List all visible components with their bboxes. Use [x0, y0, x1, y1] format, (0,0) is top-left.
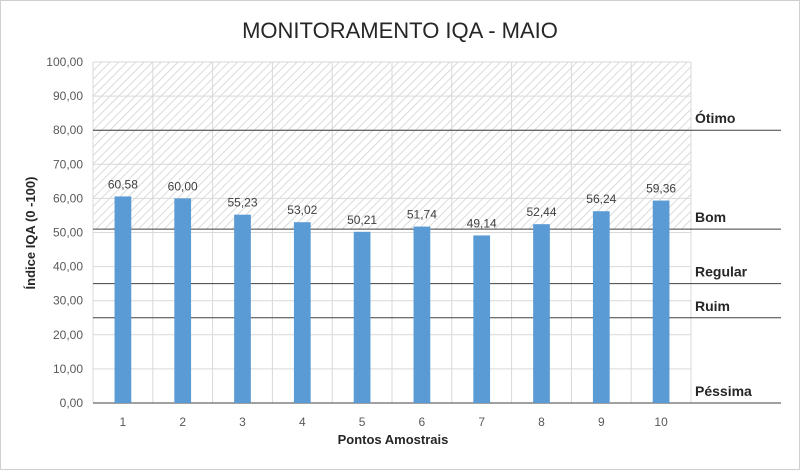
bar-point-8	[533, 224, 550, 403]
x-tick-label: 3	[239, 415, 246, 429]
y-tick-label: 30,00	[53, 294, 83, 308]
bar-point-6	[413, 226, 431, 403]
y-tick-label: 80,00	[53, 123, 83, 137]
bar-point-3	[234, 214, 251, 403]
y-tick-label: 40,00	[53, 260, 83, 274]
data-label: 51,74	[407, 208, 437, 222]
x-tick-label: 5	[359, 415, 366, 429]
chart-title: MONITORAMENTO IQA - MAIO	[242, 18, 558, 43]
data-label: 55,23	[227, 196, 257, 210]
y-axis-title: Índice IQA (0 -100)	[23, 177, 38, 290]
bar-point-7	[473, 235, 491, 403]
x-tick-label: 6	[419, 415, 426, 429]
data-label: 52,44	[526, 205, 556, 219]
x-tick-label: 10	[654, 415, 668, 429]
y-tick-label: 20,00	[53, 328, 83, 342]
y-tick-label: 0,00	[60, 396, 84, 410]
y-tick-label: 70,00	[53, 157, 83, 171]
y-tick-label: 10,00	[53, 362, 83, 376]
bar-point-9	[592, 211, 610, 403]
x-tick-label: 7	[478, 415, 485, 429]
data-label: 53,02	[287, 203, 317, 217]
y-tick-label: 100,00	[46, 55, 83, 69]
band-label-bom: Bom	[695, 209, 726, 225]
bar-point-4	[293, 222, 311, 403]
data-label: 49,14	[467, 216, 497, 230]
y-tick-label: 90,00	[53, 89, 83, 103]
x-tick-label: 4	[299, 415, 306, 429]
y-tick-label: 60,00	[53, 191, 83, 205]
x-axis-title: Pontos Amostrais	[338, 432, 449, 447]
x-tick-label: 9	[598, 415, 605, 429]
x-tick-label: 8	[538, 415, 545, 429]
bar-point-5	[353, 231, 371, 403]
band-label-péssima: Péssima	[695, 383, 752, 399]
data-label: 60,58	[108, 177, 138, 191]
y-tick-label: 50,00	[53, 226, 83, 240]
band-label-regular: Regular	[695, 264, 748, 280]
data-label: 60,00	[168, 179, 198, 193]
bar-point-1	[114, 196, 132, 403]
data-label: 50,21	[347, 213, 377, 227]
bar-point-10	[652, 200, 670, 403]
band-label-ótimo: Ótimo	[695, 109, 735, 126]
x-tick-label: 2	[179, 415, 186, 429]
data-label: 59,36	[646, 182, 676, 196]
bar-point-2	[174, 198, 192, 403]
band-label-ruim: Ruim	[695, 298, 730, 314]
data-label: 56,24	[586, 192, 616, 206]
x-tick-label: 1	[120, 415, 127, 429]
